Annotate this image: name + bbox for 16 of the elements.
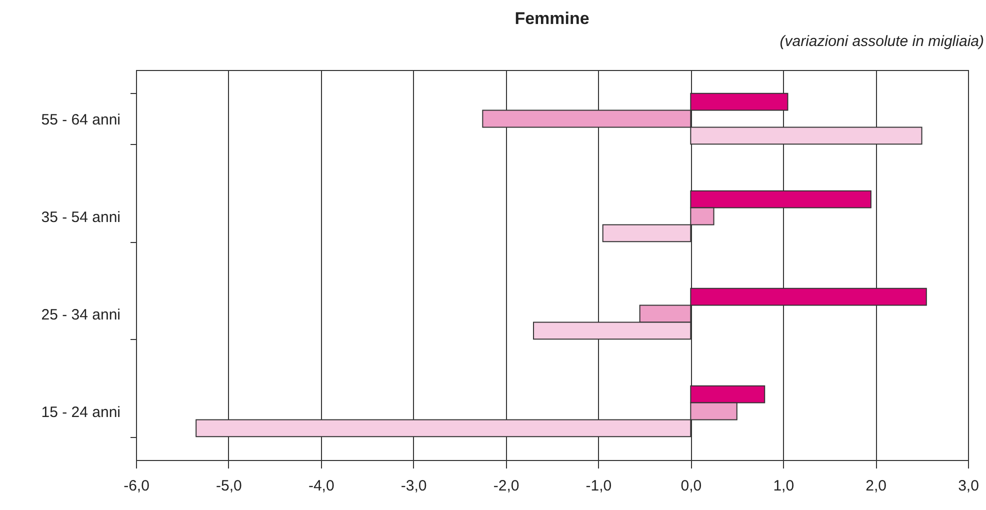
x-tick-label: 2,0 — [866, 478, 886, 494]
text: (variazioni assolute in migliaia) — [780, 33, 984, 50]
x-tick-label: 3,0 — [958, 478, 979, 494]
x-tick-label: -4,0 — [308, 478, 334, 494]
chart-title: Femmine — [514, 9, 590, 28]
x-tick-label: 0,0 — [680, 478, 702, 494]
x-tick-label: -3,0 — [400, 478, 427, 494]
x-tick-label: -6,0 — [124, 478, 150, 494]
y-tick-label: 15 - 24 anni — [41, 404, 120, 421]
x-tick-label: -2,0 — [493, 478, 520, 494]
y-tick-label: 55 - 64 anni — [41, 111, 120, 128]
y-tick-label: 25 - 34 anni — [41, 306, 120, 324]
x-tick-label: -1,0 — [586, 478, 612, 494]
x-tick-label: 1,0 — [773, 478, 794, 494]
y-tick-label: 35 - 54 anni — [41, 208, 120, 226]
x-tick-label: -5,0 — [216, 478, 242, 494]
